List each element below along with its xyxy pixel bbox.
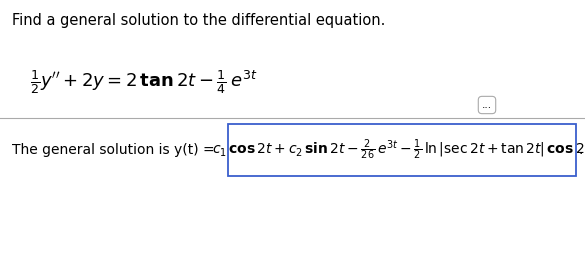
Text: $c_1\,\mathbf{cos}\,2t + c_2\,\mathbf{sin}\,2t - \frac{2}{26}\,e^{3t} - \frac{1}: $c_1\,\mathbf{cos}\,2t + c_2\,\mathbf{si…	[212, 138, 585, 162]
Text: .: .	[579, 143, 583, 157]
Text: ...: ...	[482, 100, 492, 110]
Text: The general solution is y(t) =: The general solution is y(t) =	[12, 143, 219, 157]
FancyBboxPatch shape	[228, 124, 576, 176]
Text: $\frac{1}{2}$$y'' + 2y = 2\,\mathbf{tan}\,2t - \frac{1}{4}\,e^{3t}$: $\frac{1}{2}$$y'' + 2y = 2\,\mathbf{tan}…	[30, 68, 257, 96]
Text: Find a general solution to the differential equation.: Find a general solution to the different…	[12, 13, 386, 28]
